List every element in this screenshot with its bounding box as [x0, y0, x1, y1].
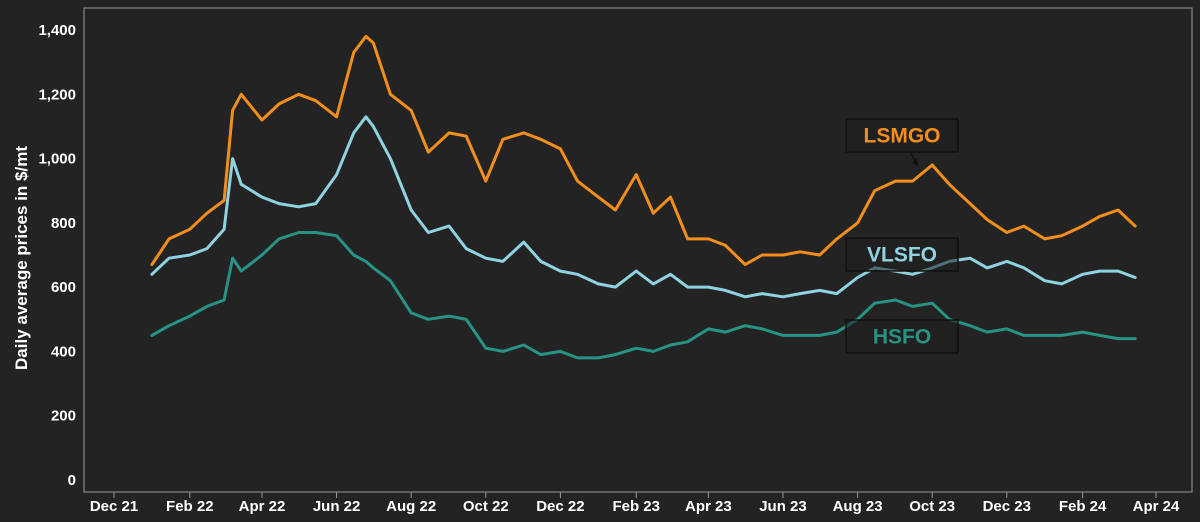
x-tick-label: Jun 23 — [759, 498, 807, 515]
x-tick-label: Jun 22 — [313, 498, 361, 515]
x-tick-label: Feb 23 — [612, 498, 660, 515]
x-tick-label: Apr 23 — [685, 498, 732, 515]
x-tick-label: Dec 22 — [536, 498, 584, 515]
y-tick-label: 800 — [51, 215, 76, 232]
annotation-vlsfo: VLSFO — [845, 237, 959, 272]
x-tick-label: Oct 23 — [909, 498, 955, 515]
y-tick-label: 400 — [51, 343, 76, 360]
series-line-hsfo — [150, 231, 1137, 360]
annotation-box — [845, 118, 959, 153]
series-line-lsmgo — [150, 34, 1137, 267]
series-line-vlsfo — [150, 115, 1137, 299]
x-tick-label: Dec 21 — [90, 498, 138, 515]
axes: 0 200 400 600 800 1,000 1,200 1,400 Dec 21 Feb 22… — [38, 7, 1193, 515]
x-tick-label: Dec 23 — [983, 498, 1031, 515]
plot-frame — [83, 7, 1193, 493]
annotation-label: LSMGO — [864, 125, 941, 148]
annotation-box — [845, 319, 959, 354]
y-tick-label: 0 — [68, 472, 76, 489]
y-axis-title: Daily average prices in $/mt — [12, 146, 31, 370]
x-tick-label: Feb 22 — [166, 498, 214, 515]
annotation-box — [845, 237, 959, 272]
annotation-label: HSFO — [873, 326, 931, 349]
annotation-lsmgo: LSMGO — [845, 118, 959, 167]
series-lines — [150, 34, 1137, 360]
y-tick-label: 200 — [51, 408, 76, 425]
annotation-hsfo: HSFO — [845, 319, 959, 354]
x-tick-label: Apr 22 — [239, 498, 286, 515]
x-tick-label: Feb 24 — [1059, 498, 1107, 515]
y-tick-label: 1,000 — [38, 151, 76, 168]
y-tick-label: 1,200 — [38, 86, 76, 103]
x-tick-label: Aug 23 — [833, 498, 883, 515]
y-tick-label: 1,400 — [38, 22, 76, 39]
x-tick-label: Aug 22 — [386, 498, 436, 515]
y-tick-label: 600 — [51, 279, 76, 296]
annotations: LSMGO VLSFO HSFO — [845, 118, 959, 354]
x-tick-label: Apr 24 — [1133, 498, 1180, 515]
annotation-label: VLSFO — [867, 244, 937, 267]
x-tick-label: Oct 22 — [463, 498, 509, 515]
annotation-arrowhead — [912, 158, 918, 166]
